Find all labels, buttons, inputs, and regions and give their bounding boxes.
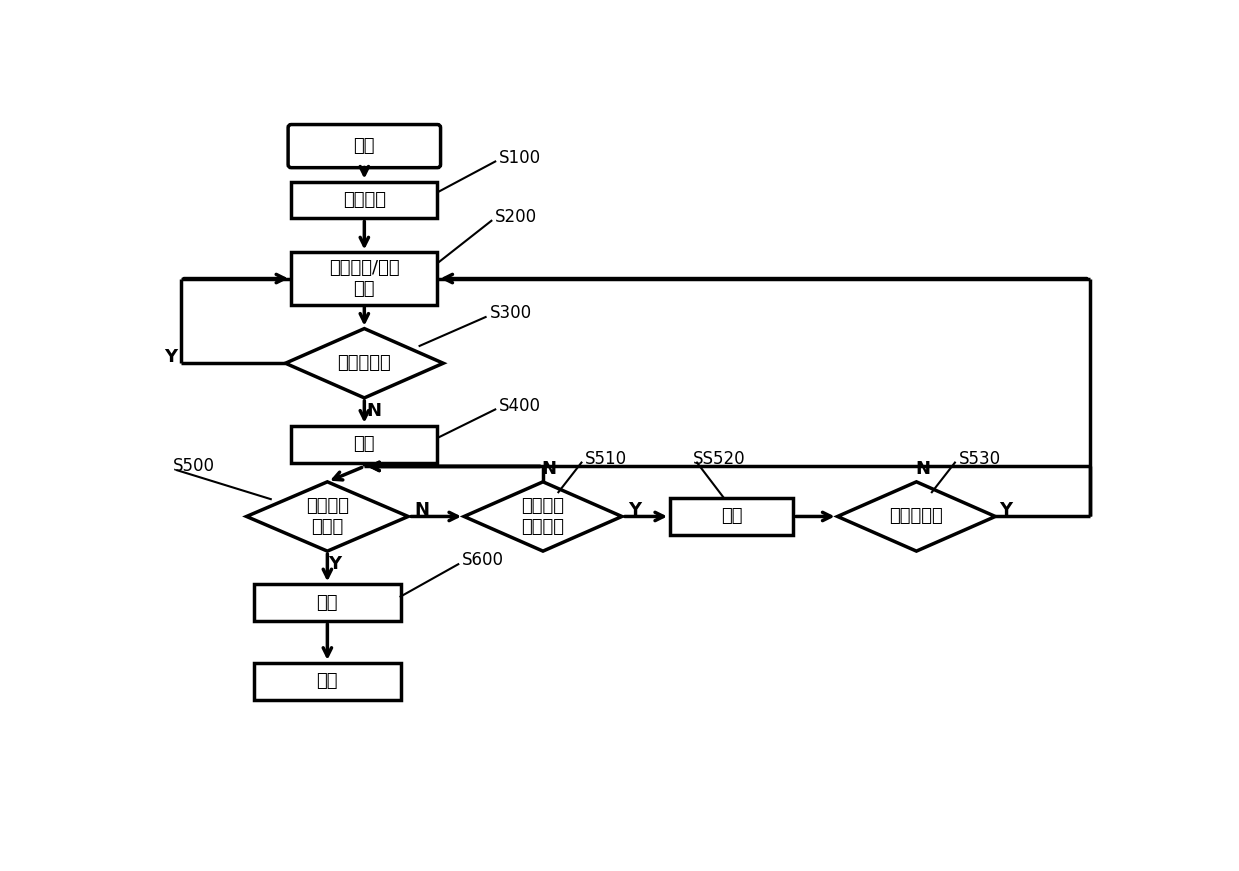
Bar — [291, 253, 437, 305]
Text: 查询按键
触发判断: 查询按键 触发判断 — [522, 497, 565, 536]
Text: S300: S300 — [489, 304, 532, 322]
Text: S200: S200 — [496, 208, 538, 226]
Text: S100: S100 — [499, 149, 541, 166]
Text: 计时模式/状态
设定: 计时模式/状态 设定 — [330, 260, 400, 298]
Text: N: N — [414, 502, 430, 519]
Text: 计时是否
完成？: 计时是否 完成？ — [306, 497, 349, 536]
Text: 无按键判断: 无按键判断 — [337, 354, 392, 372]
Polygon shape — [838, 482, 995, 551]
Polygon shape — [285, 328, 444, 398]
Text: 无按键判断: 无按键判断 — [890, 508, 943, 525]
Text: Y: Y — [164, 348, 177, 366]
Bar — [670, 498, 793, 535]
Text: 查询: 查询 — [721, 508, 742, 525]
Text: S510: S510 — [585, 449, 627, 468]
Polygon shape — [247, 482, 408, 551]
Text: 定时设定: 定时设定 — [343, 191, 385, 209]
Text: N: N — [366, 402, 382, 420]
Text: 计时: 计时 — [353, 436, 375, 453]
Text: S500: S500 — [173, 457, 216, 476]
Text: Y: Y — [999, 502, 1012, 519]
Text: S400: S400 — [499, 396, 541, 415]
Text: 结束: 结束 — [317, 672, 338, 690]
Text: 执行: 执行 — [317, 594, 338, 611]
Text: Y: Y — [628, 502, 642, 519]
FancyBboxPatch shape — [289, 125, 441, 167]
Polygon shape — [465, 482, 622, 551]
Bar — [254, 663, 400, 699]
Text: S530: S530 — [959, 449, 1001, 468]
Text: N: N — [541, 460, 556, 478]
Text: S600: S600 — [462, 551, 504, 570]
Text: Y: Y — [328, 555, 342, 573]
Bar — [254, 584, 400, 621]
Bar — [291, 426, 437, 463]
Text: N: N — [916, 460, 930, 478]
Text: SS520: SS520 — [693, 449, 746, 468]
Bar — [291, 181, 437, 219]
Text: 开始: 开始 — [353, 137, 375, 155]
